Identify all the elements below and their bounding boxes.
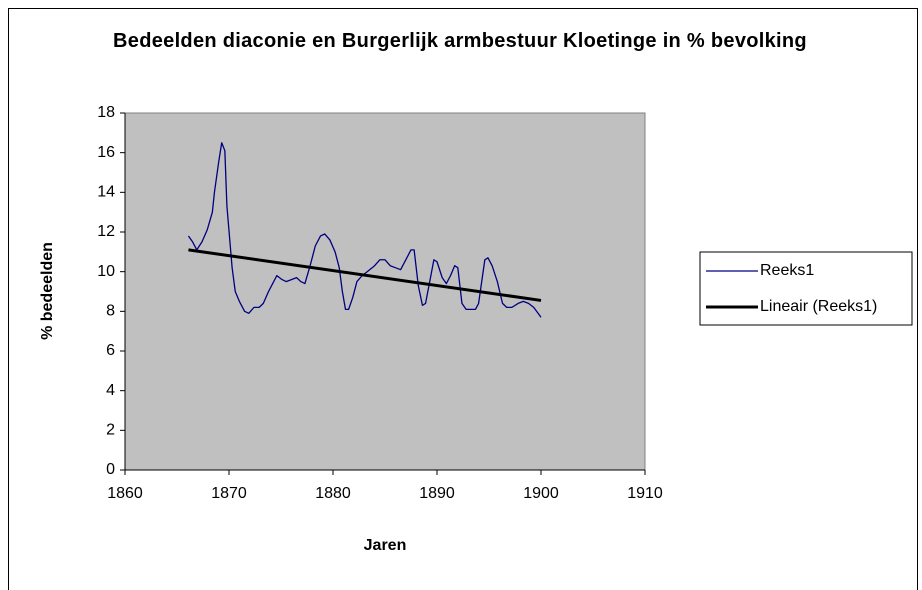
plot-area (124, 112, 646, 471)
y-tick-label: 12 (97, 223, 115, 240)
y-tick-label: 6 (106, 342, 115, 359)
x-tick-label: 1890 (419, 485, 455, 502)
legend (699, 251, 913, 326)
x-tick-label: 1870 (211, 485, 247, 502)
y-tick-label: 18 (97, 104, 115, 121)
series-line (187, 142, 542, 318)
y-tick-label: 8 (106, 303, 115, 320)
x-tick-label: 1910 (627, 485, 663, 502)
x-tick-label: 1860 (107, 485, 143, 502)
y-tick-label: 0 (106, 461, 115, 478)
series-line (188, 248, 542, 302)
y-tick-label: 10 (97, 263, 115, 280)
legend-label: Lineair (Reeks1) (760, 298, 877, 315)
x-tick-label: 1880 (315, 485, 351, 502)
y-tick-label: 4 (106, 382, 115, 399)
legend-label: Reeks1 (760, 262, 814, 279)
x-tick-label: 1900 (523, 485, 559, 502)
y-axis-label: % bedeelden (39, 242, 56, 340)
y-tick-label: 14 (97, 184, 115, 201)
chart-frame (8, 8, 918, 590)
y-tick-label: 16 (97, 144, 115, 161)
x-axis-label: Jaren (364, 537, 407, 554)
chart-title: Bedeelden diaconie en Burgerlijk armbest… (113, 30, 807, 52)
y-tick-label: 2 (106, 422, 115, 439)
